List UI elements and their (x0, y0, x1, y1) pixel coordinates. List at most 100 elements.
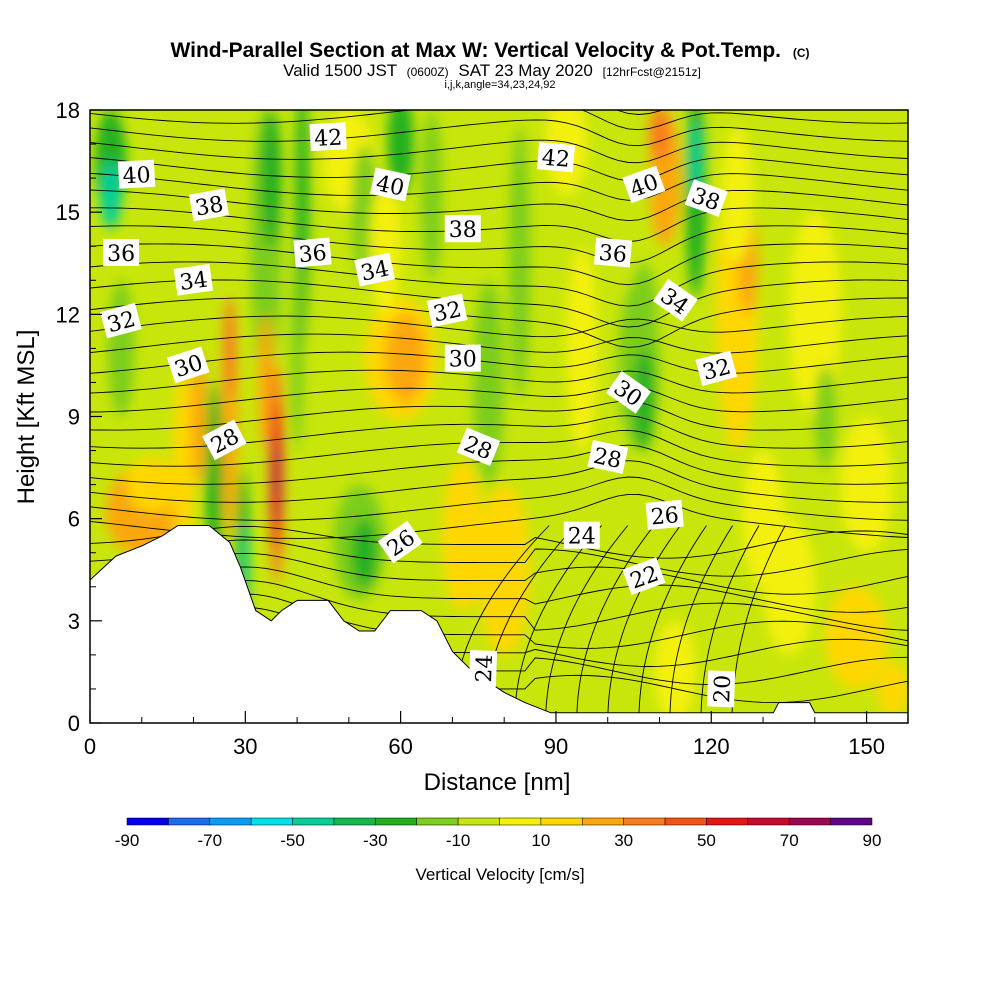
isentrope-line (700, 525, 760, 713)
colorbar-swatch (457, 817, 500, 826)
contour-label-box (100, 302, 142, 339)
contour-label-text: 26 (650, 503, 680, 530)
contour-label: 40 (369, 167, 411, 202)
contour-label-box (563, 521, 600, 549)
contour-label: 36 (593, 237, 633, 268)
colorbar-tick-label: 90 (863, 831, 882, 850)
contour-label: 24 (563, 521, 600, 550)
contour-label: 28 (587, 439, 629, 474)
isentrope-line (90, 261, 908, 307)
isentrope-line (90, 351, 908, 374)
copyright-mark: (C) (793, 46, 810, 60)
isentrope-line (576, 525, 655, 713)
contour-label-box (369, 167, 411, 202)
velocity-blob (509, 127, 531, 400)
contour-label-text: 36 (598, 241, 628, 268)
velocity-blob (876, 661, 908, 717)
y-tick-label: 6 (68, 507, 80, 532)
y-tick-label: 0 (68, 711, 80, 736)
contour-label-text: 32 (431, 297, 464, 327)
contour-label-text: 38 (193, 192, 225, 221)
velocity-blob (273, 433, 280, 523)
isentrope-line (90, 333, 908, 354)
isentrope-line (90, 476, 908, 521)
velocity-blob (190, 348, 207, 485)
colorbar-title: Vertical Velocity [cm/s] (415, 865, 584, 884)
contour-label-text: 24 (472, 654, 498, 683)
contour-label-box (166, 346, 210, 384)
isentrope-line (90, 279, 908, 328)
contour-label-box (622, 557, 666, 595)
colorbar-swatch (499, 817, 542, 826)
subtitle-params: i,j,k,angle=34,23,24,92 (444, 79, 555, 91)
contour-label-box (202, 419, 247, 461)
isentrope-line (545, 525, 629, 713)
isentrope-line (669, 525, 734, 713)
isentrope-line (90, 172, 908, 201)
x-tick-label: 30 (233, 734, 257, 759)
colorbar-swatch (416, 817, 459, 826)
contour-label-box (293, 237, 332, 268)
colorbar-swatch (168, 817, 211, 826)
colorbar-tick-label: -50 (280, 831, 305, 850)
contour-label: 30 (444, 344, 481, 373)
colorbar-swatch (706, 817, 749, 826)
velocity-blob (721, 127, 753, 264)
subtitle-forecast: [12hrFcst@2151z] (603, 65, 701, 79)
contour-label-box (444, 344, 481, 372)
colorbar-tick-label: -30 (363, 831, 388, 850)
svg-text:Valid 1500 JST (0600Z): Valid 1500 JST (0600Z) SAT 23 May 2020 [… (283, 61, 701, 80)
y-tick-label: 18 (56, 98, 80, 123)
subtitle-date: SAT 23 May 2020 (458, 61, 593, 80)
isentrope-line (90, 460, 908, 503)
velocity-blob (172, 365, 194, 570)
contour-label-text: 30 (449, 348, 477, 373)
velocity-blob (825, 586, 888, 689)
isentrope-line (90, 385, 908, 413)
contour-label-text: 42 (314, 125, 343, 151)
contour-label-box (593, 237, 633, 268)
contour-label: 38 (684, 179, 728, 217)
velocity-blob (421, 110, 443, 281)
contour-label-box (706, 670, 736, 708)
contour-label-box (173, 263, 214, 296)
y-tick-label: 9 (68, 405, 80, 430)
contour-label-text: 36 (107, 242, 135, 267)
velocity-blob (649, 110, 670, 162)
colorbar-swatch (209, 817, 252, 826)
velocity-blob (100, 161, 122, 230)
colorbar-tick-label: -90 (115, 831, 140, 850)
colorbar-tick-label: 30 (614, 831, 633, 850)
velocity-blob (290, 246, 304, 451)
contour-label-box (309, 122, 347, 152)
contour-label-text: 28 (591, 444, 624, 474)
velocity-blob (126, 457, 179, 512)
isentrope-line (90, 315, 908, 338)
colorbar-swatch (540, 817, 583, 826)
colorbar-swatch (623, 817, 666, 826)
colorbar-swatch (788, 817, 831, 826)
isentrope-line (90, 369, 908, 394)
contour-label-text: 40 (374, 171, 407, 201)
contour-label-text: 34 (359, 256, 392, 286)
colorbar-swatch (582, 817, 624, 826)
subtitle-utc: (0600Z) (407, 65, 449, 79)
colorbar-swatch (664, 817, 707, 826)
contour-label-text: 34 (178, 267, 209, 296)
contour-label-box (468, 650, 498, 687)
svg-text:Wind-Parallel Section at Max W: Wind-Parallel Section at Max W: Vertical… (170, 39, 809, 62)
isentrope-line (90, 139, 908, 164)
contour-label-text: 38 (449, 218, 477, 243)
velocity-blob (654, 620, 696, 723)
colorbar-tick-label: -70 (197, 831, 222, 850)
contour-label: 20 (706, 670, 736, 708)
contour-label-box (456, 427, 501, 466)
velocity-blob (442, 460, 484, 611)
contour-label-text: 40 (122, 163, 151, 189)
isentrope-line (90, 243, 908, 286)
contour-label: 32 (426, 293, 468, 328)
isentrope-line (90, 110, 908, 131)
isentrope-line (90, 119, 908, 147)
contour-label: 32 (695, 350, 738, 387)
contour-label: 34 (173, 263, 214, 296)
